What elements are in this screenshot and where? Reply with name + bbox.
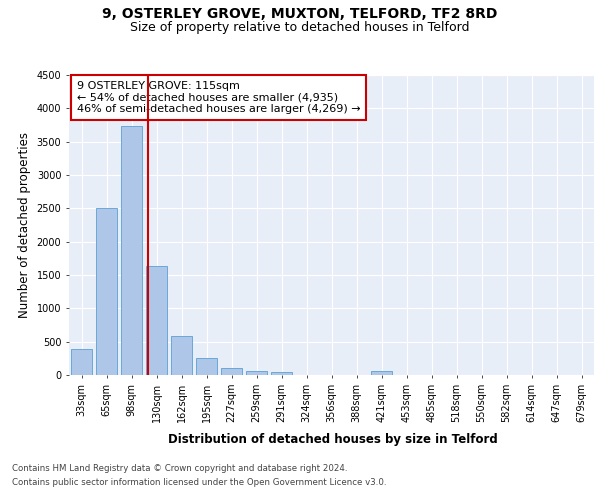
Bar (271, 372, 292, 375)
Text: Distribution of detached houses by size in Telford: Distribution of detached houses by size … (168, 432, 498, 446)
Bar (171, 336, 192, 375)
Text: 9, OSTERLEY GROVE, MUXTON, TELFORD, TF2 8RD: 9, OSTERLEY GROVE, MUXTON, TELFORD, TF2 … (103, 8, 497, 22)
Text: 9 OSTERLEY GROVE: 115sqm
← 54% of detached houses are smaller (4,935)
46% of sem: 9 OSTERLEY GROVE: 115sqm ← 54% of detach… (77, 81, 361, 114)
Bar (121, 126, 142, 375)
Text: Contains HM Land Registry data © Crown copyright and database right 2024.: Contains HM Land Registry data © Crown c… (12, 464, 347, 473)
Bar (146, 266, 167, 375)
Bar (246, 371, 267, 375)
Y-axis label: Number of detached properties: Number of detached properties (18, 132, 31, 318)
Text: Contains public sector information licensed under the Open Government Licence v3: Contains public sector information licen… (12, 478, 386, 487)
Text: Size of property relative to detached houses in Telford: Size of property relative to detached ho… (130, 21, 470, 34)
Bar (96, 208, 117, 375)
Bar (371, 371, 392, 375)
Bar (71, 349, 92, 375)
Bar (196, 358, 217, 375)
Bar (221, 368, 242, 375)
